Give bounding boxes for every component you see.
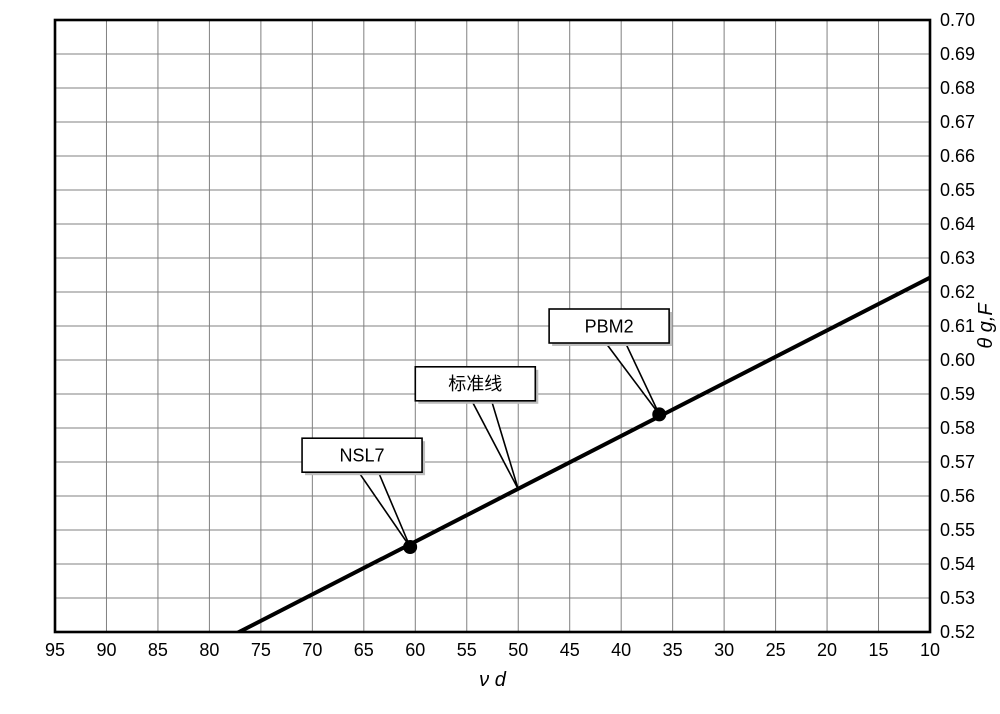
callout-label: 标准线 <box>448 374 502 394</box>
y-tick-label: 0.54 <box>940 554 975 574</box>
x-tick-label: 10 <box>920 640 940 660</box>
dispersion-chart: 95 90 85 80 75 70 65 60 55 50 45 40 35 30 25 20 15 100.52… <box>0 0 1000 714</box>
x-tick-label: 45 <box>560 640 580 660</box>
y-tick-label: 0.55 <box>940 520 975 540</box>
x-tick-label: 95 <box>45 640 65 660</box>
y-tick-label: 0.62 <box>940 282 975 302</box>
y-tick-label: 0.64 <box>940 214 975 234</box>
x-tick-label: 25 <box>766 640 786 660</box>
y-tick-label: 0.57 <box>940 452 975 472</box>
y-tick-label: 0.52 <box>940 622 975 642</box>
y-tick-label: 0.60 <box>940 350 975 370</box>
y-tick-label: 0.63 <box>940 248 975 268</box>
x-tick-label: 65 <box>354 640 374 660</box>
x-tick-label: 85 <box>148 640 168 660</box>
x-tick-label: 50 <box>508 640 528 660</box>
y-tick-label: 0.61 <box>940 316 975 336</box>
y-tick-label: 0.70 <box>940 10 975 30</box>
y-tick-label: 0.65 <box>940 180 975 200</box>
y-tick-label: 0.53 <box>940 588 975 608</box>
callout-label: NSL7 <box>340 446 385 466</box>
x-tick-label: 90 <box>96 640 116 660</box>
y-tick-label: 0.58 <box>940 418 975 438</box>
y-tick-label: 0.66 <box>940 146 975 166</box>
x-tick-label: 80 <box>199 640 219 660</box>
y-axis-label: θ g,F <box>975 302 997 349</box>
x-tick-label: 75 <box>251 640 271 660</box>
x-tick-label: 70 <box>302 640 322 660</box>
y-tick-label: 0.67 <box>940 112 975 132</box>
x-tick-label: 60 <box>405 640 425 660</box>
x-tick-label: 35 <box>663 640 683 660</box>
x-tick-label: 55 <box>457 640 477 660</box>
y-tick-label: 0.68 <box>940 78 975 98</box>
x-tick-label: 40 <box>611 640 631 660</box>
x-tick-label: 15 <box>869 640 889 660</box>
y-tick-label: 0.69 <box>940 44 975 64</box>
y-tick-label: 0.56 <box>940 486 975 506</box>
y-tick-label: 0.59 <box>940 384 975 404</box>
x-axis-label: ν d <box>479 669 507 691</box>
callout-label: PBM2 <box>585 316 634 336</box>
x-tick-label: 30 <box>714 640 734 660</box>
x-tick-label: 20 <box>817 640 837 660</box>
